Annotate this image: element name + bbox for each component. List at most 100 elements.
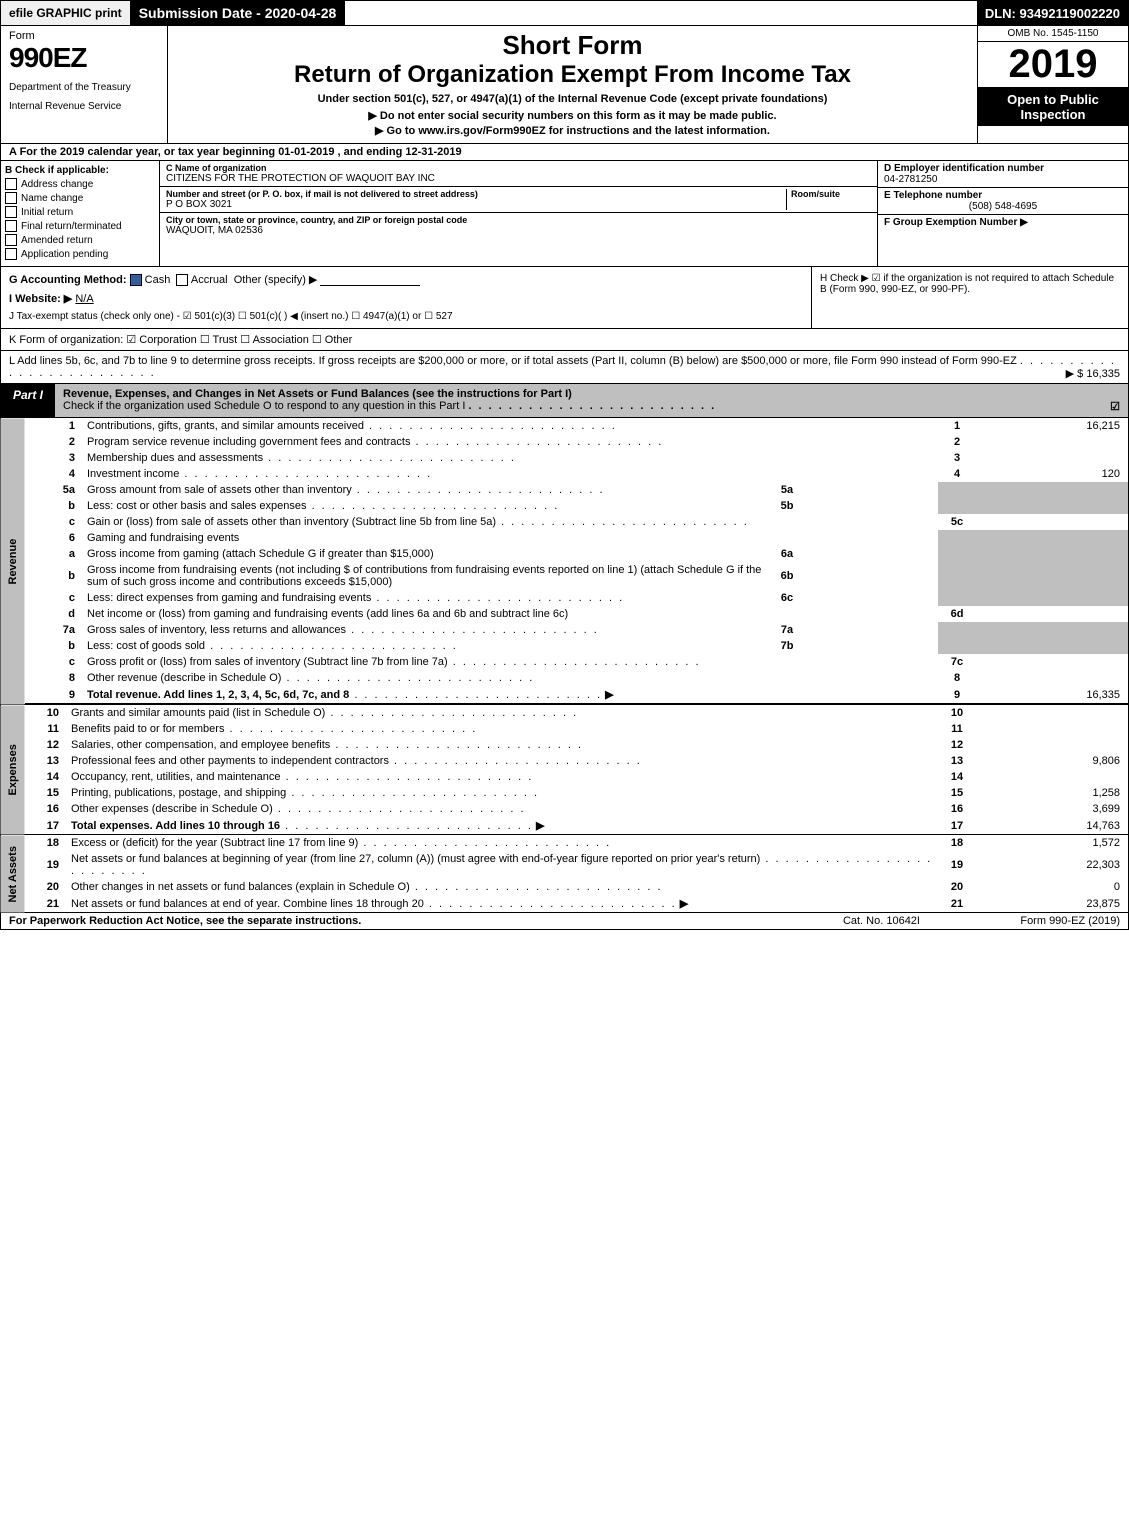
h-check: H Check ▶ ☑ if the organization is not r…: [811, 267, 1128, 328]
line-3: 3 Membership dues and assessments 3: [1, 450, 1129, 466]
l10-desc: Grants and similar amounts paid (list in…: [71, 707, 325, 719]
g-other-blank[interactable]: [320, 285, 420, 286]
l5a-vshade: [976, 482, 1129, 498]
l6c-mid: 6c: [768, 590, 806, 606]
l13-num: 13: [25, 753, 67, 769]
l6c-rshade: [938, 590, 976, 606]
section-def: D Employer identification number 04-2781…: [877, 161, 1128, 266]
l7c-desc: Gross profit or (loss) from sales of inv…: [87, 656, 448, 668]
dln-number: DLN: 93492119002220: [977, 1, 1128, 25]
i-website-value: N/A: [75, 293, 93, 305]
opt-application-pending: Application pending: [21, 249, 108, 260]
title-short-form: Short Form: [172, 30, 973, 61]
form-label: Form: [9, 30, 159, 42]
chk-final-return[interactable]: [5, 220, 17, 232]
chk-initial-return[interactable]: [5, 206, 17, 218]
l5c-num: c: [25, 514, 83, 530]
l6c-midval: [806, 590, 938, 606]
chk-cash[interactable]: [130, 274, 142, 286]
l12-rn: 12: [938, 737, 976, 753]
l16-val: 3,699: [976, 801, 1129, 817]
l7c-num: c: [25, 654, 83, 670]
l3-desc: Membership dues and assessments: [87, 452, 263, 464]
g-other: Other (specify) ▶: [234, 274, 318, 286]
l18-desc: Excess or (deficit) for the year (Subtra…: [71, 837, 358, 849]
opt-address-change: Address change: [21, 179, 93, 190]
l10-rn: 10: [938, 705, 976, 721]
chk-name-change[interactable]: [5, 192, 17, 204]
page-footer: For Paperwork Reduction Act Notice, see …: [0, 913, 1129, 930]
l6-desc: Gaming and fundraising events: [83, 530, 938, 546]
line-7c: c Gross profit or (loss) from sales of i…: [1, 654, 1129, 670]
l20-rn: 20: [938, 879, 976, 895]
l7c-rn: 7c: [938, 654, 976, 670]
l11-val: [976, 721, 1129, 737]
i-label: I Website: ▶: [9, 293, 72, 305]
efile-print-button[interactable]: efile GRAPHIC print: [1, 1, 131, 25]
l5a-num: 5a: [25, 482, 83, 498]
l10-val: [976, 705, 1129, 721]
c-city-label: City or town, state or province, country…: [166, 215, 871, 225]
line-9: 9 Total revenue. Add lines 1, 2, 3, 4, 5…: [1, 686, 1129, 703]
line-13: 13 Professional fees and other payments …: [1, 753, 1129, 769]
line-5c: c Gain or (loss) from sale of assets oth…: [1, 514, 1129, 530]
l5b-num: b: [25, 498, 83, 514]
c-street-value: P O BOX 3021: [166, 199, 786, 210]
entity-block: B Check if applicable: Address change Na…: [0, 161, 1129, 267]
l3-val: [976, 450, 1129, 466]
l8-num: 8: [25, 670, 83, 686]
l21-num: 21: [25, 895, 67, 913]
chk-address-change[interactable]: [5, 178, 17, 190]
chk-accrual[interactable]: [176, 274, 188, 286]
l12-desc: Salaries, other compensation, and employ…: [71, 739, 330, 751]
l18-num: 18: [25, 835, 67, 851]
l19-num: 19: [25, 851, 67, 879]
l6a-vshade: [976, 546, 1129, 562]
title-note-link[interactable]: ▶ Go to www.irs.gov/Form990EZ for instru…: [172, 124, 973, 137]
l7b-desc: Less: cost of goods sold: [87, 640, 205, 652]
l14-val: [976, 769, 1129, 785]
l19-desc: Net assets or fund balances at beginning…: [71, 853, 760, 865]
part1-dots: [468, 400, 716, 412]
l1-num: 1: [25, 418, 83, 434]
l20-desc: Other changes in net assets or fund bala…: [71, 881, 410, 893]
l14-rn: 14: [938, 769, 976, 785]
l6-vshade: [976, 530, 1129, 546]
title-left: Form 990EZ Department of the Treasury In…: [1, 26, 168, 143]
e-phone-value: (508) 548-4695: [884, 201, 1122, 212]
line-7b: b Less: cost of goods sold 7b: [1, 638, 1129, 654]
section-a-tax-year: A For the 2019 calendar year, or tax yea…: [0, 144, 1129, 161]
l12-num: 12: [25, 737, 67, 753]
l6b-desc: Gross income from fundraising events (no…: [83, 562, 768, 590]
l17-val: 14,763: [976, 817, 1129, 835]
line-6b: b Gross income from fundraising events (…: [1, 562, 1129, 590]
l21-val: 23,875: [976, 895, 1129, 913]
opt-initial-return: Initial return: [21, 207, 73, 218]
line-6d: d Net income or (loss) from gaming and f…: [1, 606, 1129, 622]
l15-num: 15: [25, 785, 67, 801]
l8-val: [976, 670, 1129, 686]
line-19: 19 Net assets or fund balances at beginn…: [1, 851, 1129, 879]
chk-application-pending[interactable]: [5, 248, 17, 260]
expenses-table: Expenses 10 Grants and similar amounts p…: [0, 705, 1129, 835]
l4-val: 120: [976, 466, 1129, 482]
l6d-val: [976, 606, 1129, 622]
netassets-vlabel: Net Assets: [1, 835, 26, 913]
l6a-desc: Gross income from gaming (attach Schedul…: [83, 546, 768, 562]
l5c-desc: Gain or (loss) from sale of assets other…: [87, 516, 496, 528]
l5a-desc: Gross amount from sale of assets other t…: [87, 484, 352, 496]
l15-rn: 15: [938, 785, 976, 801]
l20-num: 20: [25, 879, 67, 895]
c-street-label: Number and street (or P. O. box, if mail…: [166, 189, 786, 199]
l6a-num: a: [25, 546, 83, 562]
title-right: OMB No. 1545-1150 2019 Open to Public In…: [977, 26, 1128, 143]
chk-amended-return[interactable]: [5, 234, 17, 246]
omb-number: OMB No. 1545-1150: [978, 26, 1128, 42]
l2-num: 2: [25, 434, 83, 450]
gh-left: G Accounting Method: Cash Accrual Other …: [1, 267, 811, 328]
part1-check[interactable]: ☑: [1110, 400, 1120, 413]
l17-rn: 17: [938, 817, 976, 835]
footer-paperwork: For Paperwork Reduction Act Notice, see …: [9, 915, 843, 927]
section-b-label: B Check if applicable:: [5, 165, 155, 176]
l7a-num: 7a: [25, 622, 83, 638]
